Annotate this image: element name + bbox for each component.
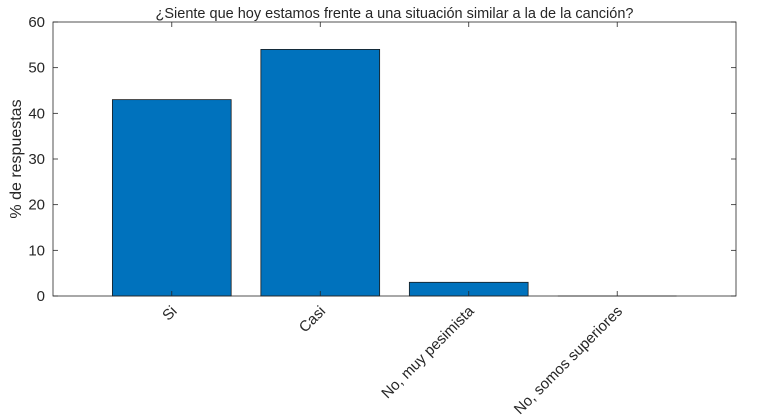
bar-1 [111, 99, 232, 297]
y-ticks-group: 0 10 20 30 40 50 60 [28, 14, 736, 305]
y-tick-label-30: 30 [28, 151, 45, 168]
y-tick-label-60: 60 [28, 14, 45, 31]
y-tick-label-40: 40 [28, 105, 45, 122]
x-tick-label-3: No, muy pesimista [378, 302, 478, 402]
y-tick-label-0: 0 [37, 288, 45, 305]
y-axis-label: % de respuestas [8, 99, 25, 218]
x-tick-label-1: Si [159, 303, 180, 324]
x-tick-label-4: No, somos superiores [511, 303, 626, 418]
chart-title: ¿Siente que hoy estamos frente a una sit… [156, 6, 634, 22]
x-tick-label-2: Casi [296, 303, 329, 336]
y-tick-label-50: 50 [28, 60, 45, 77]
y-tick-label-10: 10 [28, 242, 45, 259]
y-tick-label-20: 20 [28, 197, 45, 214]
bars-group [111, 49, 677, 297]
bar-2 [260, 49, 381, 297]
